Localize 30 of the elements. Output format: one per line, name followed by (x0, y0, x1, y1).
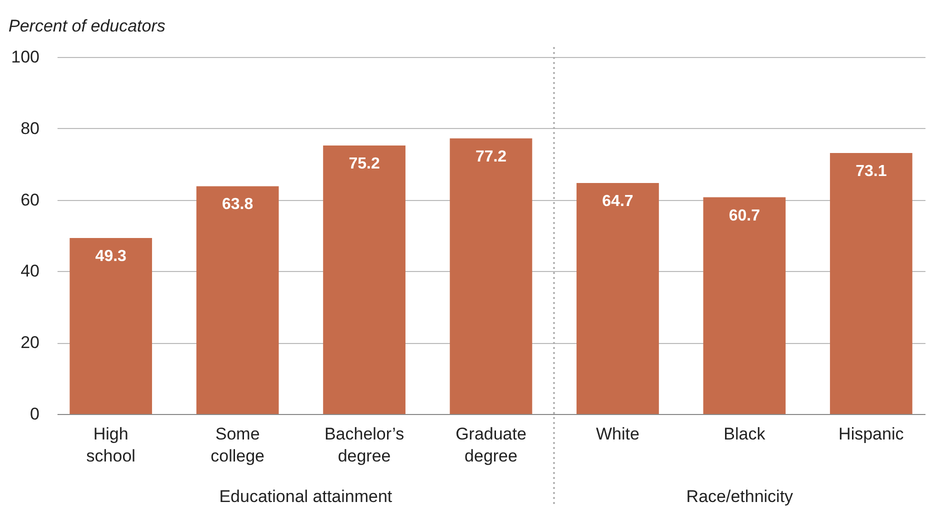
data-label: 49.3 (95, 248, 127, 265)
data-label: 73.1 (856, 163, 887, 180)
x-tick-label: Hispanic (838, 424, 904, 444)
data-label: 63.8 (222, 196, 254, 214)
bar (830, 153, 912, 414)
y-tick-label: 60 (20, 190, 40, 210)
y-tick-label: 20 (20, 333, 40, 352)
x-tick-label: Bachelor’s degree (324, 424, 404, 466)
x-tick-label: Some college (210, 424, 265, 466)
text: Educational attainment (219, 487, 392, 506)
data-label: 60.7 (728, 207, 760, 224)
bar (450, 138, 532, 414)
y-tick-label: 40 (20, 262, 40, 281)
bar (323, 146, 406, 414)
y-axis-title: Percent of educators (8, 16, 166, 36)
x-tick-label: Black (724, 424, 766, 444)
data-label: 75.2 (348, 156, 380, 173)
x-tick-label: White (596, 424, 640, 444)
bar (70, 238, 152, 414)
data-label: 77.2 (475, 148, 507, 166)
x-tick-label: Graduate degree (456, 424, 526, 466)
data-label: 64.7 (602, 193, 634, 210)
bar (576, 183, 659, 414)
y-tick-label: 0 (30, 404, 40, 424)
text: Race/ethnicity (686, 487, 794, 506)
x-tick-label: High school (86, 424, 136, 466)
bar (703, 197, 786, 414)
y-tick-label: 80 (20, 118, 40, 138)
bar (196, 186, 279, 414)
y-tick-label: 100 (11, 48, 40, 66)
